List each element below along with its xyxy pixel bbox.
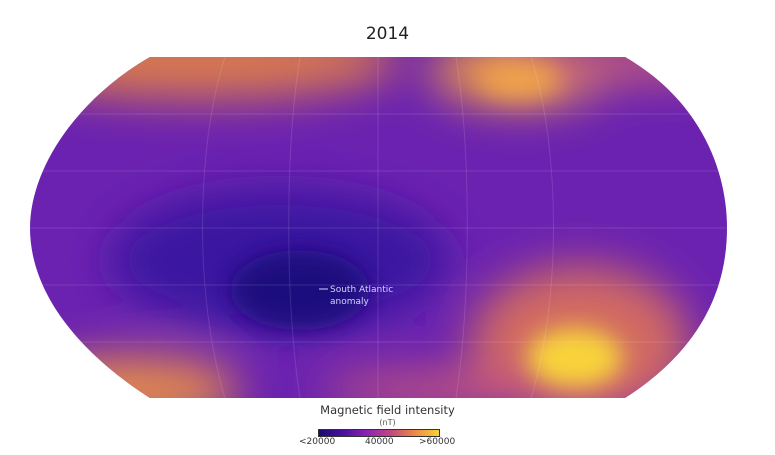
graticule xyxy=(30,57,727,398)
legend-unit: (nT) xyxy=(379,418,396,427)
colorbar xyxy=(318,429,440,437)
annotation-line-2: anomaly xyxy=(330,297,369,307)
high-field-peak xyxy=(527,328,623,388)
legend-tick-max: >60000 xyxy=(419,437,456,447)
map-title: 2014 xyxy=(365,24,410,44)
north-east-peak xyxy=(480,62,560,98)
south-atlantic-anomaly-label: South Atlantic anomaly xyxy=(318,284,393,308)
legend-tick-min: <20000 xyxy=(299,437,336,447)
south-atlantic-anomaly-core xyxy=(230,250,370,330)
legend-title: Magnetic field intensity xyxy=(320,403,455,417)
legend-tick-mid: 40000 xyxy=(365,437,394,447)
high-field-north-west xyxy=(30,57,400,100)
annotation-line-1: South Atlantic xyxy=(330,285,394,295)
